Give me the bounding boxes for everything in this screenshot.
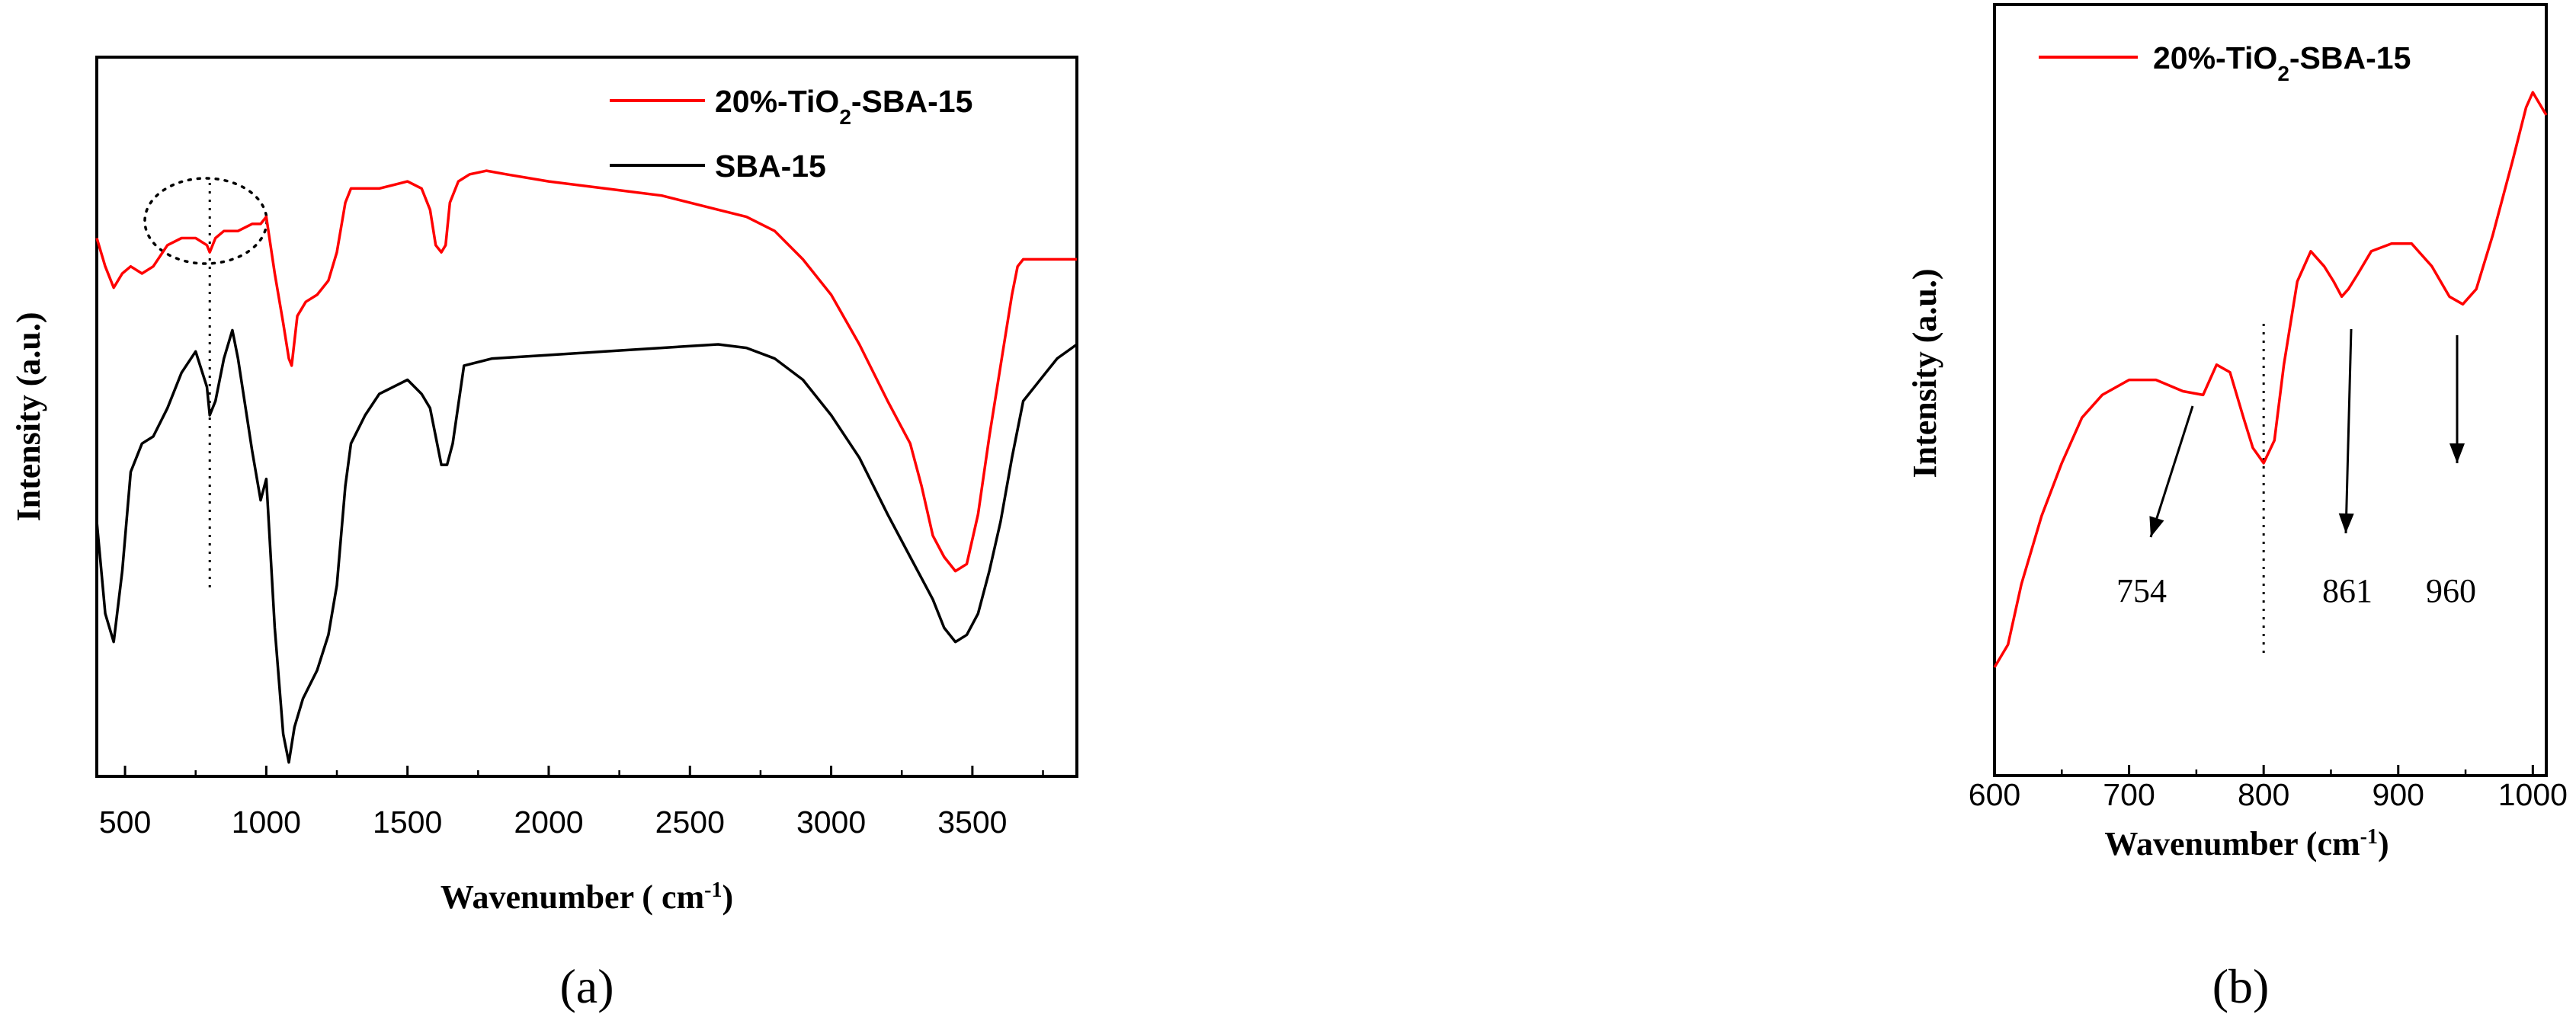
peak-annotations-b: [2149, 328, 2465, 538]
peak-arrow-head: [2149, 516, 2164, 537]
x-tick-label: 2500: [655, 805, 725, 840]
x-ticks-a: 500 1000 1500 2000 2500 3000 3500: [99, 766, 1044, 840]
x-tick-label: 3500: [937, 805, 1007, 840]
legend-label-sba15: SBA-15: [715, 149, 826, 184]
peak-arrow-line: [2344, 328, 2353, 534]
x-tick-label: 600: [1969, 777, 2020, 812]
x-axis-title-b: Wavenumber (cm-1): [2104, 825, 2389, 863]
y-axis-title-a: Intensity (a.u.): [10, 312, 47, 521]
x-tick-label: 1000: [2498, 777, 2568, 812]
legend-label-b: 20%-TiO2-SBA-15: [2153, 40, 2411, 85]
series-line-sba15: [95, 328, 1078, 764]
x-ticks-b: 600 700 800 900 1000: [1969, 765, 2568, 812]
x-axis-title-a: Wavenumber ( cm-1): [441, 878, 733, 917]
x-tick-label: 1500: [373, 805, 442, 840]
legend-label-tio2: 20%-TiO2-SBA-15: [715, 84, 972, 129]
peak-arrow-head: [2449, 443, 2465, 463]
peak-arrow-head: [2338, 513, 2354, 533]
x-tick-label: 900: [2373, 777, 2424, 812]
series-line-tio2-sba15: [95, 169, 1077, 573]
peak-label-754: 754: [2116, 572, 2167, 609]
panel-b: 600 700 800 900 1000 754 861 960 20%-TiO2-SB…: [1906, 3, 2568, 1013]
peak-label-861: 861: [2322, 572, 2373, 609]
series-group-a: [95, 169, 1078, 764]
x-tick-label: 1000: [232, 805, 301, 840]
y-axis-title-b: Intensity (a.u.): [1906, 268, 1943, 478]
x-tick-label: 500: [99, 805, 151, 840]
x-tick-label: 2000: [514, 805, 583, 840]
series-group-b: [1993, 91, 2548, 668]
x-tick-label: 800: [2238, 777, 2289, 812]
peak-arrow-line: [2149, 405, 2194, 538]
peak-label-960: 960: [2426, 572, 2476, 609]
panel-a: 500 1000 1500 2000 2500 3000 3500 20%-TiO2-SBA…: [10, 56, 1078, 1013]
legend-b: 20%-TiO2-SBA-15: [2039, 40, 2411, 85]
panel-label-a: (a): [559, 959, 614, 1013]
series-line-tio2-sba15-zoom: [1993, 91, 2548, 668]
panel-label-b: (b): [2212, 959, 2270, 1013]
x-tick-label: 700: [2103, 777, 2155, 812]
x-tick-label: 3000: [796, 805, 866, 840]
plot-frame-b: [1993, 3, 2548, 777]
plot-frame-a: [95, 56, 1078, 778]
legend-a: 20%-TiO2-SBA-15 SBA-15: [610, 84, 972, 184]
